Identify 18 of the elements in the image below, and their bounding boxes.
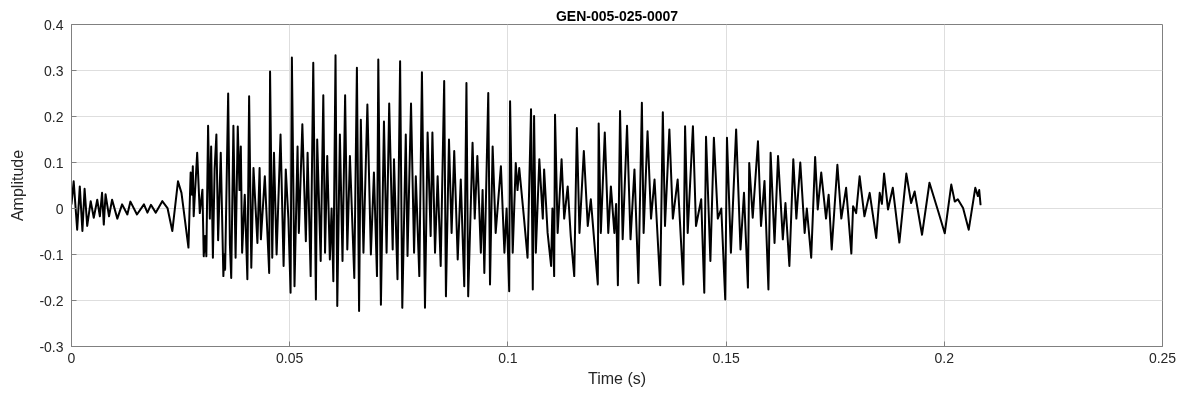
y-tick-label: 0.3 xyxy=(44,62,64,79)
y-tick-label: -0.2 xyxy=(39,292,64,309)
y-tick-label: 0.1 xyxy=(44,154,64,171)
x-tick-label: 0.05 xyxy=(276,349,304,366)
y-tick-label: -0.3 xyxy=(39,338,64,355)
x-axis-title: Time (s) xyxy=(587,369,647,387)
y-tick-label: -0.1 xyxy=(39,246,64,263)
x-tick-label: 0.25 xyxy=(1148,349,1177,366)
x-tick-label: 0.1 xyxy=(498,349,518,366)
chart-title: GEN-005-025-0007 xyxy=(555,7,679,24)
x-tick-label: 0 xyxy=(67,349,76,366)
y-tick-label: 0.2 xyxy=(44,108,64,125)
y-axis-title: Amplitude xyxy=(9,149,27,222)
x-tick-label: 0.15 xyxy=(712,349,740,366)
line-series xyxy=(71,54,982,313)
y-tick-label: 0.4 xyxy=(44,16,64,33)
y-tick-label: 0 xyxy=(55,200,64,217)
x-tick-label: 0.2 xyxy=(934,349,955,366)
